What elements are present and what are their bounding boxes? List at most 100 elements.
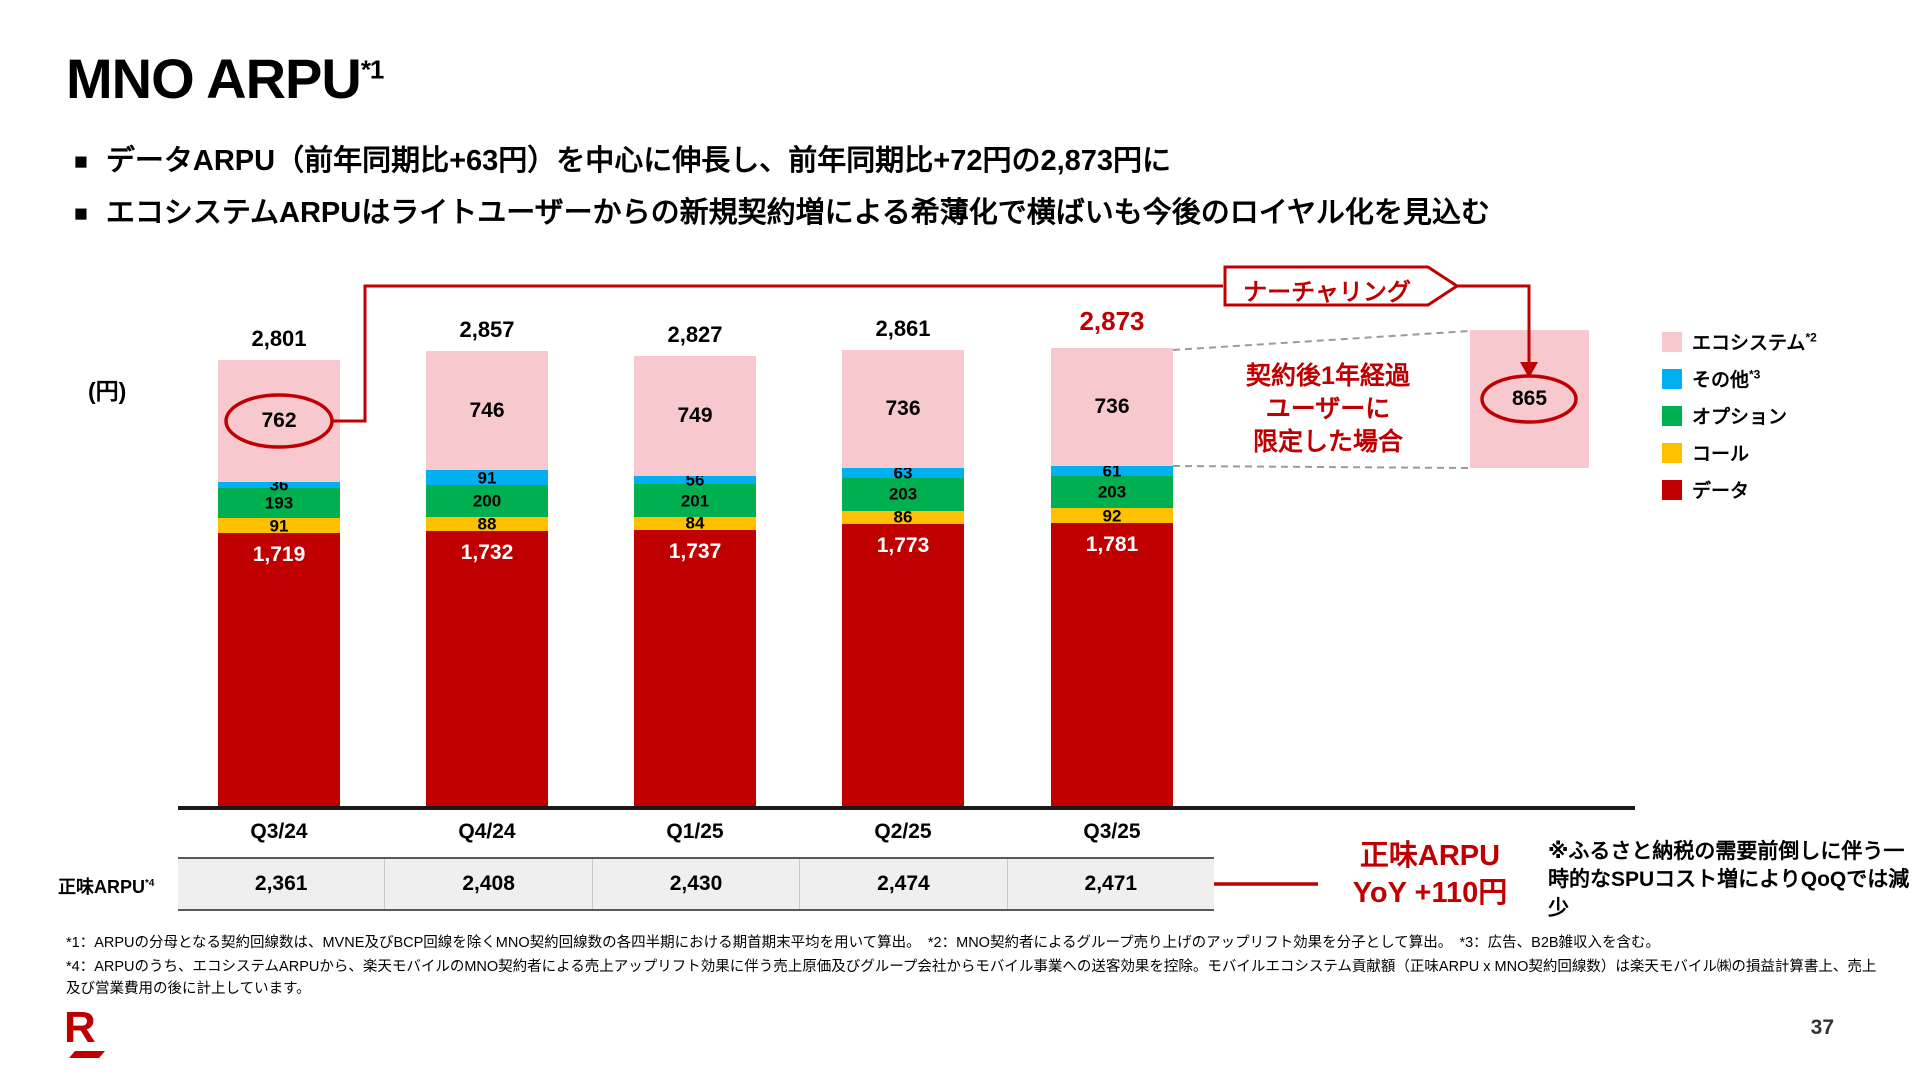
segment-value: 762 <box>261 408 297 432</box>
segment-value: 736 <box>1094 395 1130 419</box>
bar-segment-data: 1,781 <box>1051 523 1173 808</box>
other-swatch-icon <box>1662 368 1682 389</box>
page-title-text: MNO ARPU <box>66 47 362 110</box>
bar-segment-ecosystem: 762 <box>218 359 340 482</box>
segment-value: 193 <box>264 493 294 513</box>
bar-segment-ecosystem: 736 <box>842 350 964 468</box>
bar-segment-call: 86 <box>842 509 964 526</box>
y-axis-unit-label: (円) <box>88 378 127 404</box>
bar-total-label: 2,801 <box>251 325 307 351</box>
legend-item-call: コール <box>1662 439 1817 466</box>
net-arpu-row-label-text: 正味ARPU <box>58 877 146 897</box>
bar-total-label: 2,861 <box>875 316 931 342</box>
segment-value: 749 <box>677 403 713 427</box>
legend-label: オプション <box>1692 407 1788 428</box>
bar-segment-data: 1,773 <box>842 524 964 808</box>
x-axis-line <box>178 806 1635 810</box>
bar-total-label: 2,857 <box>459 316 515 342</box>
nurturing-banner-label: ナーチャリング <box>1243 279 1411 306</box>
nurturing-bar-value: 865 <box>1511 387 1548 410</box>
page-title: MNO ARPU*1 <box>66 46 385 111</box>
segment-value: 88 <box>477 514 497 534</box>
bullet-item: ■ エコシステムARPUはライトユーザーからの新規契約増による希薄化で横ばいも今… <box>74 194 1490 233</box>
dashed-connector-bottom <box>1172 465 1471 469</box>
bar-segment-other: 36 <box>218 476 340 493</box>
page-title-footnote-ref: *1 <box>360 54 385 85</box>
net-arpu-row-label: 正味ARPU*4 <box>58 873 154 899</box>
bullet-text: データARPU（前年同期比+63円）を中心に伸長し、前年同期比+72円の2,87… <box>105 145 1172 177</box>
legend-label: データ <box>1692 481 1750 502</box>
bar-segment-ecosystem: 746 <box>426 350 548 471</box>
segment-value: 203 <box>1097 482 1127 502</box>
footnote-4: *4：ARPUのうち、エコシステムARPUから、楽天モバイルのMNO契約者による… <box>66 958 1877 997</box>
bar-segment-option: 203 <box>1051 475 1173 509</box>
net-arpu-callout-line: 正味ARPU <box>1359 840 1501 872</box>
segment-value: 1,737 <box>668 540 722 564</box>
segment-value: 92 <box>1102 506 1122 526</box>
qoq-decrease-note: ※ふるさと納税の需要前倒しに伴う一時的なSPUコスト増によりQoQでは減少 <box>1548 840 1910 920</box>
ecosystem-swatch-icon <box>1662 331 1682 352</box>
net-arpu-value: 2,361 <box>254 872 308 895</box>
segment-value: 1,781 <box>1085 533 1139 557</box>
bullet-item: ■ データARPU（前年同期比+63円）を中心に伸長し、前年同期比+72円の2,… <box>74 142 1490 181</box>
bar-segment-call: 84 <box>634 513 756 533</box>
segment-value: 1,732 <box>460 540 514 564</box>
x-axis-category: Q4/24 <box>458 820 516 843</box>
bar-segment-option: 201 <box>634 484 756 517</box>
bar-segment-ecosystem: 736 <box>1051 348 1173 467</box>
option-swatch-icon <box>1662 405 1682 426</box>
limited-users-note-line: 契約後1年経過 <box>1246 362 1410 390</box>
bar-segment-data: 1,737 <box>634 530 756 808</box>
legend-footnote-ref: *2 <box>1805 330 1817 345</box>
net-arpu-callout-line: YoY +110円 <box>1352 877 1508 910</box>
bar-total-label: 2,827 <box>667 321 723 347</box>
segment-value: 84 <box>685 513 705 533</box>
x-axis-category: Q3/25 <box>1083 820 1141 843</box>
segment-value: 1,719 <box>252 542 306 566</box>
segment-value: 736 <box>885 397 921 421</box>
x-axis-category: Q3/24 <box>250 820 308 843</box>
bar-total-label: 2,873 <box>1079 306 1145 337</box>
legend-item-data: データ <box>1662 476 1817 503</box>
net-arpu-row-label-footnote-ref: *4 <box>145 878 155 889</box>
net-arpu-callout: 正味ARPU YoY +110円 <box>1316 838 1544 912</box>
summary-bullets: ■ データARPU（前年同期比+63円）を中心に伸長し、前年同期比+72円の2,… <box>74 142 1490 246</box>
limited-users-note-line: 限定した場合 <box>1252 428 1403 456</box>
segment-value: 61 <box>1102 461 1122 481</box>
chart-legend: エコシステム*2 その他*3 オプションコールデータ <box>1662 328 1817 503</box>
legend-label: コール <box>1692 444 1750 465</box>
x-axis-category: Q2/25 <box>874 820 932 843</box>
bar-segment-option: 200 <box>426 484 548 517</box>
bullet-square-icon: ■ <box>74 200 88 227</box>
bar-segment-other: 91 <box>426 468 548 487</box>
limited-users-note-line: ユーザーに <box>1265 395 1391 423</box>
net-arpu-value: 2,408 <box>384 859 591 909</box>
bar-segment-other: 61 <box>1051 462 1173 479</box>
segment-value: 91 <box>269 516 289 536</box>
x-axis-category: Q1/25 <box>666 820 724 843</box>
segment-value: 201 <box>680 491 710 511</box>
rakuten-logo: R <box>64 1006 105 1058</box>
legend-label: エコシステム*2 <box>1692 330 1817 354</box>
bar-segment-ecosystem: 749 <box>634 355 756 476</box>
bar-segment-data: 1,732 <box>426 530 548 808</box>
data-swatch-icon <box>1662 479 1682 500</box>
bar-segment-option: 193 <box>218 487 340 519</box>
bar-segment-data: 1,719 <box>218 532 340 808</box>
bar-segment-other: 56 <box>634 471 756 488</box>
nurturing-bar: 865 <box>1470 330 1589 468</box>
net-arpu-value: 2,474 <box>799 859 1006 909</box>
bar-segment-call: 91 <box>218 516 340 536</box>
footnotes: *1：ARPUの分母となる契約回線数は、MVNE及びBCP回線を除くMNO契約回… <box>66 933 1878 1002</box>
call-swatch-icon <box>1662 442 1682 463</box>
legend-label: その他*3 <box>1692 367 1761 391</box>
legend-footnote-ref: *3 <box>1749 367 1761 382</box>
net-arpu-value: 2,430 <box>591 859 799 909</box>
dashed-connector-top <box>1172 330 1471 351</box>
segment-value: 746 <box>469 398 505 422</box>
net-arpu-value: 2,471 <box>1006 859 1214 909</box>
segment-value: 91 <box>477 468 497 487</box>
segment-value: 200 <box>472 491 502 511</box>
bar-segment-other: 63 <box>842 465 964 482</box>
